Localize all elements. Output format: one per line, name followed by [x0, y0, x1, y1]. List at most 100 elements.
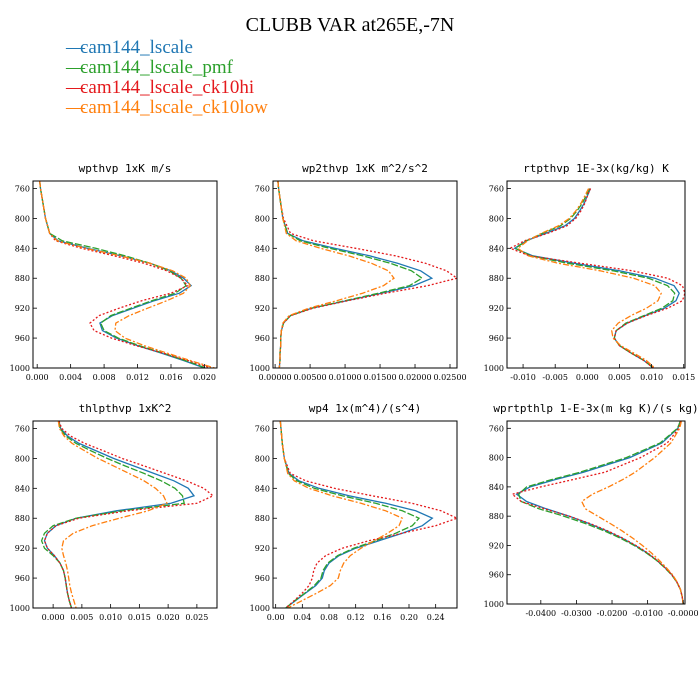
- x-tick-label: 0.16: [373, 613, 391, 622]
- chart-panel: rtpthvp 1E-3x(kg/kg) K 760 800 840 880 920 960…: [484, 162, 696, 382]
- chart-panel: wprtpthlp 1-E-3x(m kg K)/(s kg) 760 800 840…: [484, 402, 699, 618]
- series-line: [43, 421, 215, 608]
- y-tick-label: 840: [489, 244, 504, 253]
- y-tick-label: 760: [15, 424, 30, 433]
- series-line: [39, 181, 207, 368]
- series-line: [39, 181, 215, 368]
- y-tick-label: 880: [15, 274, 30, 283]
- y-tick-label: 920: [489, 304, 504, 313]
- legend-item: —cam144_lscale_ck10hi: [66, 78, 268, 98]
- series-line: [516, 188, 662, 368]
- y-tick-label: 880: [489, 274, 504, 283]
- y-tick-label: 1000: [250, 604, 270, 613]
- x-tick-label: -0.0300: [561, 609, 592, 618]
- legend-label: cam144_lscale_ck10low: [80, 97, 268, 118]
- y-tick-label: 840: [15, 484, 30, 493]
- y-tick-label: 760: [255, 184, 270, 193]
- x-tick-label: 0.010: [99, 613, 122, 622]
- y-tick-label: 920: [15, 304, 30, 313]
- y-tick-label: 920: [255, 304, 270, 313]
- y-tick-label: 920: [15, 544, 30, 553]
- y-tick-label: 920: [255, 544, 270, 553]
- x-tick-label: -0.0100: [632, 609, 663, 618]
- x-tick-label: 0.005: [70, 613, 93, 622]
- chart-panel: wpthvp 1xK m/s76080084088092096010000.00…: [10, 162, 218, 382]
- x-tick-label: -0.005: [542, 373, 568, 382]
- panel-frame: [32, 180, 218, 369]
- legend-label: cam144_lscale: [80, 37, 193, 58]
- series-line: [580, 421, 684, 604]
- x-tick-label: 0.004: [59, 373, 82, 382]
- x-tick-label: -0.0000: [668, 609, 699, 618]
- x-tick-label: -0.010: [510, 373, 536, 382]
- panel-title: wprtpthlp 1-E-3x(m kg K)/(s kg): [493, 402, 698, 415]
- y-tick-label: 800: [15, 214, 30, 223]
- y-tick-label: 960: [15, 334, 30, 343]
- y-tick-label: 840: [255, 484, 270, 493]
- legend-item: —cam144_lscale_ck10low: [66, 98, 268, 118]
- series-line: [277, 181, 434, 368]
- y-tick-label: 1000: [484, 364, 504, 373]
- series-line: [277, 181, 457, 368]
- y-tick-label: 960: [489, 571, 504, 580]
- y-tick-label: 760: [15, 184, 30, 193]
- panel-frame: [272, 420, 458, 609]
- y-tick-label: 880: [15, 514, 30, 523]
- y-tick-label: 840: [489, 483, 504, 492]
- x-tick-label: 0.02500: [433, 373, 466, 382]
- series-line: [279, 421, 457, 608]
- y-tick-label: 1000: [10, 364, 30, 373]
- chart-panel: thlpthvp 1xK^2 760 800 840 880 920 960 1000 0.00…: [10, 402, 218, 622]
- x-tick-label: 0.00500: [294, 373, 327, 382]
- series-line: [277, 181, 395, 368]
- panel-title: rtpthvp 1E-3x(kg/kg) K: [523, 162, 669, 175]
- y-tick-label: 800: [489, 454, 504, 463]
- y-tick-label: 960: [489, 334, 504, 343]
- y-tick-label: 1000: [10, 604, 30, 613]
- x-tick-label: -0.0200: [597, 609, 628, 618]
- y-tick-label: 800: [255, 454, 270, 463]
- y-tick-label: 840: [15, 244, 30, 253]
- x-tick-label: 0.12: [347, 613, 365, 622]
- series-line: [510, 421, 684, 604]
- series-line: [40, 421, 185, 608]
- x-tick-label: -0.0400: [525, 609, 556, 618]
- x-tick-label: 0.20: [400, 613, 418, 622]
- y-tick-label: 800: [489, 214, 504, 223]
- panel-title: wp4 1x(m^4)/(s^4): [309, 402, 422, 415]
- legend-item: —cam144_lscale: [66, 38, 268, 58]
- y-tick-label: 760: [255, 424, 270, 433]
- x-tick-label: 0.005: [608, 373, 631, 382]
- y-tick-label: 880: [255, 274, 270, 283]
- series-line: [514, 188, 676, 368]
- x-tick-label: 0.010: [640, 373, 663, 382]
- legend-label: cam144_lscale_ck10hi: [80, 77, 255, 98]
- y-tick-label: 760: [489, 424, 504, 433]
- series-line: [508, 188, 685, 368]
- x-tick-label: 0.000: [576, 373, 599, 382]
- x-tick-label: 0.012: [126, 373, 149, 382]
- y-tick-label: 960: [15, 574, 30, 583]
- x-tick-label: 0.016: [160, 373, 183, 382]
- series-line: [279, 421, 421, 608]
- series-line: [277, 181, 424, 368]
- y-tick-label: 960: [255, 574, 270, 583]
- x-tick-label: 0.00: [267, 613, 285, 622]
- x-tick-label: 0.01000: [329, 373, 362, 382]
- x-tick-label: 0.000: [42, 613, 65, 622]
- x-tick-label: 0.00000: [259, 373, 292, 382]
- y-tick-label: 800: [255, 214, 270, 223]
- chart-panel: wp4 1x(m^4)/(s^4)76080084088092096010000…: [250, 402, 458, 622]
- y-tick-label: 960: [255, 334, 270, 343]
- x-tick-label: 0.008: [93, 373, 116, 382]
- x-tick-label: 0.04: [293, 613, 311, 622]
- panel-title: thlpthvp 1xK^2: [79, 402, 172, 415]
- y-tick-label: 840: [255, 244, 270, 253]
- y-tick-label: 920: [489, 541, 504, 550]
- series-line: [43, 421, 196, 608]
- x-tick-label: 0.020: [193, 373, 216, 382]
- x-tick-label: 0.015: [128, 613, 151, 622]
- panel-title: wp2thvp 1xK m^2/s^2: [302, 162, 428, 175]
- panel-frame: [272, 180, 458, 369]
